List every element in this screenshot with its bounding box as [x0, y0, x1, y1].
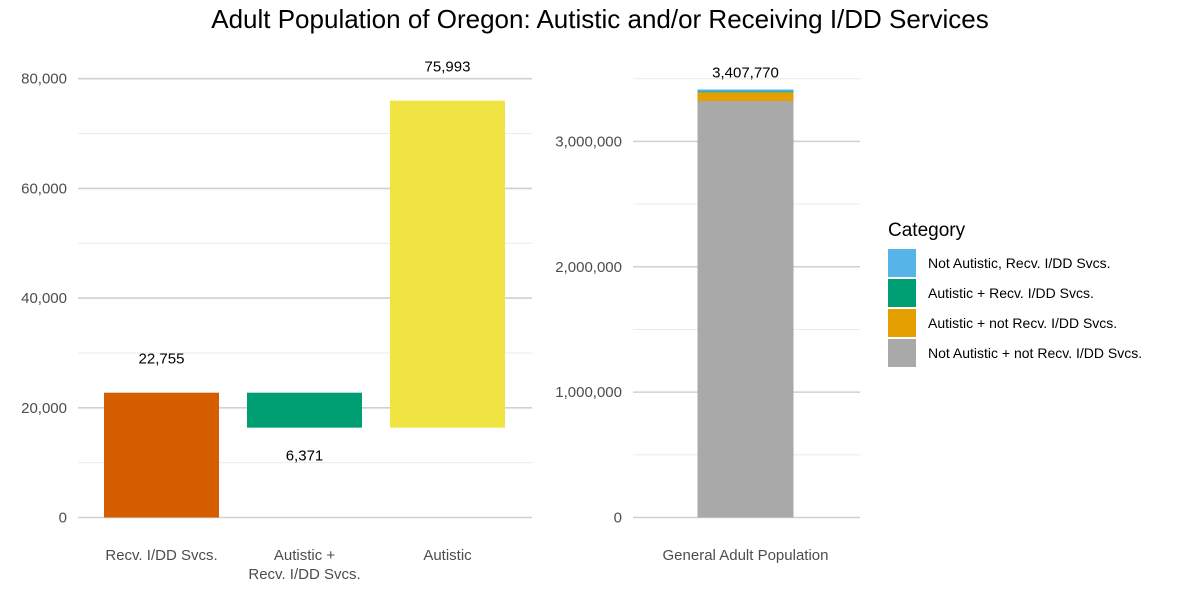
chart-title: Adult Population of Oregon: Autistic and… — [211, 4, 989, 34]
legend-item: Not Autistic + not Recv. I/DD Svcs. — [888, 338, 1142, 368]
y-tick-label: 0 — [614, 510, 622, 527]
data-label: 6,371 — [286, 448, 324, 465]
legend-item: Autistic + Recv. I/DD Svcs. — [888, 278, 1142, 308]
legend: Category Not Autistic, Recv. I/DD Svcs. … — [888, 220, 1142, 368]
x-tick-label: Autistic — [423, 547, 472, 564]
data-label: 75,993 — [425, 59, 471, 76]
y-tick-label: 1,000,000 — [555, 384, 622, 401]
y-tick-label: 80,000 — [21, 71, 67, 88]
bar-segment — [697, 100, 794, 518]
y-tick-label: 3,000,000 — [555, 133, 622, 150]
y-tick-label: 2,000,000 — [555, 259, 622, 276]
legend-label: Autistic + Recv. I/DD Svcs. — [928, 285, 1094, 301]
legend-label: Not Autistic, Recv. I/DD Svcs. — [928, 255, 1111, 271]
bar-segment — [697, 92, 794, 101]
y-tick-label: 0 — [59, 510, 67, 527]
x-tick-label: Recv. I/DD Svcs. — [248, 566, 360, 583]
x-tick-label: Autistic + — [274, 547, 336, 564]
y-tick-label: 60,000 — [21, 180, 67, 197]
legend-label: Not Autistic + not Recv. I/DD Svcs. — [928, 345, 1143, 361]
legend-swatch — [888, 309, 916, 337]
bar — [247, 392, 362, 428]
y-tick-label: 20,000 — [21, 400, 67, 417]
bar-segment — [697, 89, 794, 92]
bar — [390, 100, 505, 428]
legend-swatch — [888, 339, 916, 367]
legend-item: Not Autistic, Recv. I/DD Svcs. — [888, 248, 1142, 278]
y-tick-label: 40,000 — [21, 290, 67, 307]
x-tick-label: General Adult Population — [663, 547, 829, 564]
legend-swatch — [888, 279, 916, 307]
legend-item: Autistic + not Recv. I/DD Svcs. — [888, 308, 1142, 338]
legend-swatch — [888, 249, 916, 277]
bar — [104, 392, 219, 518]
legend-label: Autistic + not Recv. I/DD Svcs. — [928, 315, 1118, 331]
total-label: 3,407,770 — [712, 64, 779, 81]
legend-title: Category — [888, 220, 966, 241]
data-label: 22,755 — [139, 351, 185, 368]
x-tick-label: Recv. I/DD Svcs. — [105, 547, 217, 564]
bar-segment — [697, 91, 794, 93]
